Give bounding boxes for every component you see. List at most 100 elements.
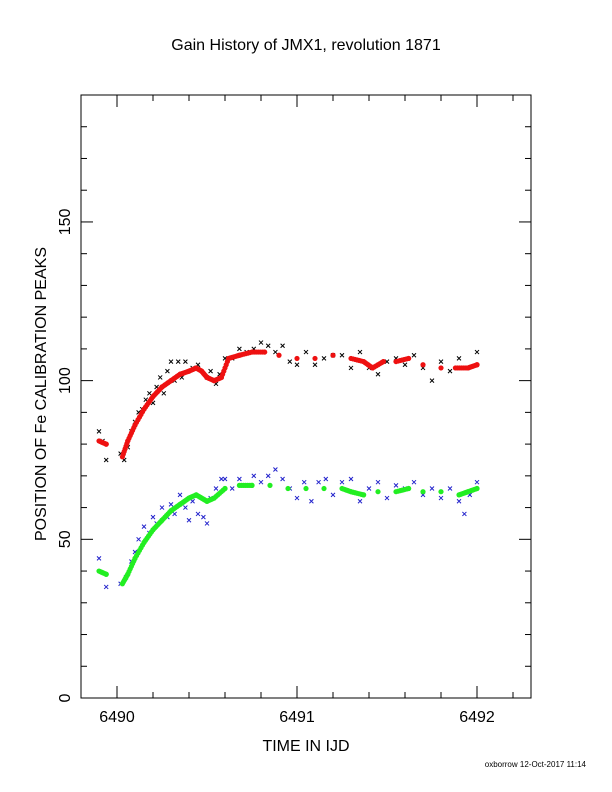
data-point-x-0 (103, 457, 109, 463)
data-point-x-2 (222, 476, 228, 482)
data-point-x-0 (161, 390, 167, 396)
x-tick-label: 6490 (99, 709, 135, 726)
data-point-x-0 (183, 359, 188, 364)
data-point-x-2 (393, 483, 399, 488)
data-point-dot-3 (420, 489, 426, 495)
y-tick-label: 150 (57, 209, 74, 236)
data-point-dot-1 (406, 355, 412, 362)
data-point-x-0 (287, 359, 293, 364)
data-point-dot-1 (312, 355, 318, 362)
data-point-dot-1 (103, 441, 109, 447)
data-point-x-2 (150, 514, 156, 520)
data-point-x-2 (323, 476, 329, 482)
data-point-x-0 (312, 362, 318, 368)
data-point-x-0 (429, 378, 435, 383)
data-point-x-2 (330, 492, 336, 498)
data-point-x-2 (348, 476, 354, 482)
data-point-x-2 (258, 479, 264, 485)
data-point-x-2 (251, 473, 257, 479)
data-point-x-2 (309, 498, 314, 504)
data-point-dot-1 (420, 362, 426, 368)
data-point-x-2 (168, 502, 174, 507)
data-point-x-0 (339, 352, 345, 358)
data-point-x-2 (456, 498, 462, 504)
data-point-x-0 (168, 359, 174, 364)
data-point-x-0 (438, 359, 444, 364)
data-point-x-2 (265, 473, 271, 479)
data-point-dot-3 (321, 485, 327, 492)
data-point-dot-1 (438, 365, 444, 371)
data-point-x-2 (447, 486, 453, 491)
data-point-x-0 (96, 429, 102, 434)
data-point-x-2 (183, 505, 188, 510)
data-point-x-0 (280, 343, 285, 349)
data-point-x-2 (237, 476, 242, 482)
x-axis-label: TIME IN IJD (262, 738, 350, 755)
data-point-x-0 (157, 375, 163, 380)
data-point-x-2 (462, 511, 467, 517)
axis-ticks (81, 95, 531, 698)
data-point-x-0 (402, 362, 408, 368)
data-point-x-2 (96, 556, 102, 561)
data-point-dot-1 (474, 362, 480, 368)
data-point-dot-3 (249, 482, 255, 488)
data-point-x-0 (384, 359, 390, 364)
data-point-dot-3 (267, 482, 273, 488)
data-point-dot-1 (330, 352, 336, 358)
data-point-dot-1 (380, 358, 386, 365)
data-point-dot-3 (474, 485, 480, 492)
data-point-dot-3 (222, 485, 228, 492)
plot-frame (80, 94, 532, 699)
data-point-x-0 (258, 340, 264, 345)
data-point-x-0 (303, 349, 309, 355)
footer-credit: oxborrow 12-Oct-2017 11:14 (484, 760, 586, 769)
data-point-x-0 (447, 368, 453, 374)
data-point-x-0 (456, 356, 462, 361)
data-point-x-2 (411, 479, 417, 485)
data-point-x-2 (438, 495, 444, 501)
data-point-dot-1 (294, 355, 300, 362)
y-tick-label: 0 (57, 693, 74, 702)
data-point-x-2 (474, 479, 480, 485)
data-point-x-2 (219, 476, 224, 482)
tick-labels: 6490 6491 6492 0 50 100 150 (57, 209, 495, 726)
data-point-x-0 (375, 371, 381, 377)
x-tick-label: 6491 (279, 709, 315, 726)
data-point-x-2 (301, 479, 307, 485)
data-point-dot-3 (406, 485, 412, 492)
data-point-x-0 (208, 368, 213, 374)
data-point-x-0 (237, 346, 242, 352)
data-point-dot-3 (438, 489, 444, 495)
data-point-x-2 (186, 517, 192, 523)
data-point-dot-3 (375, 489, 381, 495)
data-point-x-2 (357, 498, 363, 504)
data-point-x-0 (265, 343, 271, 349)
data-point-x-2 (316, 479, 321, 485)
data-point-x-2 (159, 505, 165, 510)
data-point-x-2 (339, 479, 345, 485)
data-point-x-2 (280, 476, 285, 482)
data-point-x-2 (136, 536, 141, 542)
data-point-x-0 (175, 359, 181, 364)
data-point-x-0 (348, 365, 354, 371)
data-point-x-2 (204, 521, 210, 526)
data-point-x-2 (201, 514, 206, 520)
data-point-x-2 (141, 524, 147, 529)
data-point-x-2 (195, 511, 201, 517)
data-point-x-2 (366, 486, 372, 491)
y-axis-label: POSITION OF Fe CALIBRATION PEAKS (33, 247, 50, 541)
data-point-x-0 (321, 356, 327, 361)
data-point-x-0 (411, 352, 417, 358)
data-point-dot-3 (285, 485, 291, 492)
data-point-dot-3 (303, 485, 309, 492)
data-point-x-2 (213, 486, 219, 491)
data-point-x-0 (165, 368, 170, 374)
data-point-x-2 (273, 467, 278, 472)
data-point-dot-1 (262, 349, 268, 355)
data-marks (96, 340, 480, 590)
data-point-x-2 (375, 479, 381, 485)
data-point-dot-3 (103, 571, 109, 577)
data-point-x-0 (294, 362, 300, 368)
y-tick-label: 50 (57, 530, 74, 548)
